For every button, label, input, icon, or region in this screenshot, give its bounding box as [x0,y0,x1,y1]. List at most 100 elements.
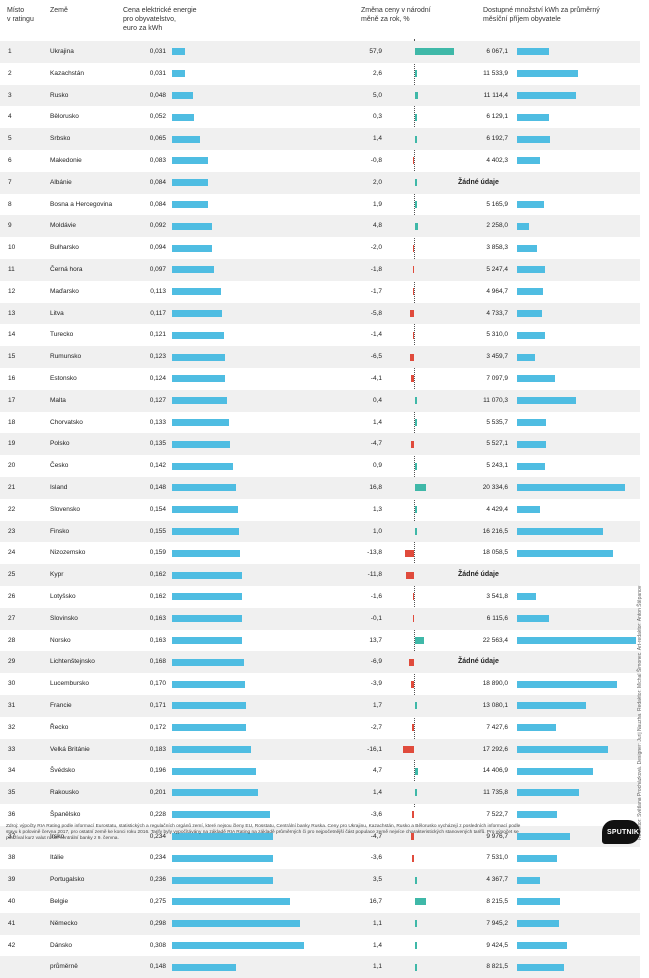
change-value: -2,7 [370,723,382,731]
change-value: 2,6 [372,69,382,77]
table-row: 37 Irsko 0,234 -4,7 9 976,7 [0,825,640,848]
header-price: Cena elektrické energie pro obyvatelstvo… [123,6,233,33]
rank-cell: 27 [8,614,16,622]
kwh-value: 18 890,0 [482,680,508,688]
rank-cell: 20 [8,462,16,470]
kwh-bar [517,353,536,361]
rank-cell: 31 [8,701,16,709]
kwh-value: 4 964,7 [486,287,508,295]
kwh-value: 20 334,6 [482,483,508,491]
change-value: 1,1 [372,919,382,927]
change-value: 57,9 [369,48,382,55]
country-cell: Makedonie [50,156,82,164]
price-value: 0,170 [149,680,166,688]
kwh-value: 16 216,5 [482,527,508,535]
rank-cell: 41 [8,919,16,927]
change-bar [415,506,417,514]
change-bar [410,440,414,448]
price-bar [172,658,245,666]
price-value: 0,083 [149,156,166,164]
change-bar [415,789,417,797]
kwh-bar [517,745,609,753]
country-cell: Island [50,483,68,491]
header-kwh-line: měsíční příjem obyvatele [483,16,561,23]
change-value: -6,5 [370,353,382,361]
price-bar [172,833,273,841]
price-value: 0,172 [149,723,166,731]
table-row: 30 Lucembursko 0,170 -3,9 18 890,0 [0,673,640,695]
change-bar [411,680,414,688]
country-cell: Lotyšsko [50,592,76,600]
change-bar [412,266,414,274]
table-row: 41 Německo 0,298 1,1 7 945,2 [0,912,640,935]
price-value: 0,234 [149,832,166,840]
kwh-value: 11 533,9 [483,69,508,77]
price-value: 0,163 [149,614,166,622]
change-bar [409,353,414,361]
country-cell: Lichtenštejnsko [50,658,95,666]
change-value: -13,8 [367,549,382,557]
kwh-bar [517,484,625,492]
table-row: 12 Maďarsko 0,113 -1,7 4 964,7 [0,281,640,303]
change-bar [415,636,425,644]
change-value: 1,4 [372,418,382,426]
kwh-no-data: Žádné údaje [458,571,499,579]
price-value: 0,171 [149,701,166,709]
change-bar [412,157,414,165]
price-value: 0,123 [149,353,166,361]
change-value: 4,7 [372,767,382,775]
country-cell: Slovensko [50,505,80,513]
country-cell: Turecko [50,331,74,339]
sputnik-logo-bubble [602,820,640,844]
price-value: 0,124 [149,374,166,382]
table-row: 21 Island 0,148 16,8 20 334,6 [0,476,640,499]
table-row: 26 Lotyšsko 0,162 -1,6 3 541,8 [0,586,640,608]
price-bar [172,48,186,56]
country-cell: Španělsko [50,810,81,818]
country-cell: Švédsko [50,767,75,775]
header-rank-line: Místo [7,7,25,14]
country-cell: Malta [50,396,66,404]
header-price-line: euro za kWh [123,25,163,32]
price-bar [172,527,239,535]
price-value: 0,154 [149,505,166,513]
kwh-value: 3 459,7 [486,353,508,361]
table-row: 38 Itálie 0,234 -3,6 7 531,0 [0,847,640,869]
kwh-value: 6 115,6 [486,614,508,622]
change-bar [415,91,419,99]
table-row: 25 Kypr 0,162 -11,8 Žádné údaje [0,564,640,586]
price-bar [172,593,242,601]
table-row: 23 Finsko 0,155 1,0 16 216,5 [0,520,640,543]
kwh-value: 6 129,1 [486,113,508,121]
change-value: 1,3 [372,505,382,513]
price-value: 0,159 [149,549,166,557]
kwh-bar [517,222,529,230]
change-bar [412,288,414,296]
rank-cell: 35 [8,789,16,797]
price-value: 0,234 [149,854,166,862]
change-value: 0,4 [372,396,382,404]
country-cell: Polsko [50,440,70,448]
price-bar [172,506,239,514]
price-bar [172,811,271,819]
change-bar [415,135,417,143]
change-value: 1,4 [372,135,382,143]
price-bar [172,91,193,99]
price-bar [172,353,225,361]
table-row: 18 Chorvatsko 0,133 1,4 5 535,7 [0,412,640,434]
change-bar [415,767,419,775]
price-bar [172,157,208,165]
kwh-bar [517,266,545,274]
rank-cell: 21 [8,483,16,491]
change-bar [403,745,414,753]
change-bar [415,898,427,906]
change-value: 16,8 [369,483,382,491]
price-value: 0,236 [149,876,166,884]
rank-cell: 14 [8,331,16,339]
rank-cell: 42 [8,941,16,949]
rank-cell: 36 [8,810,16,818]
kwh-bar [517,440,547,448]
rank-cell: 40 [8,898,16,906]
table-row: 40 Belgie 0,275 16,7 8 215,5 [0,891,640,913]
price-bar [172,200,209,208]
